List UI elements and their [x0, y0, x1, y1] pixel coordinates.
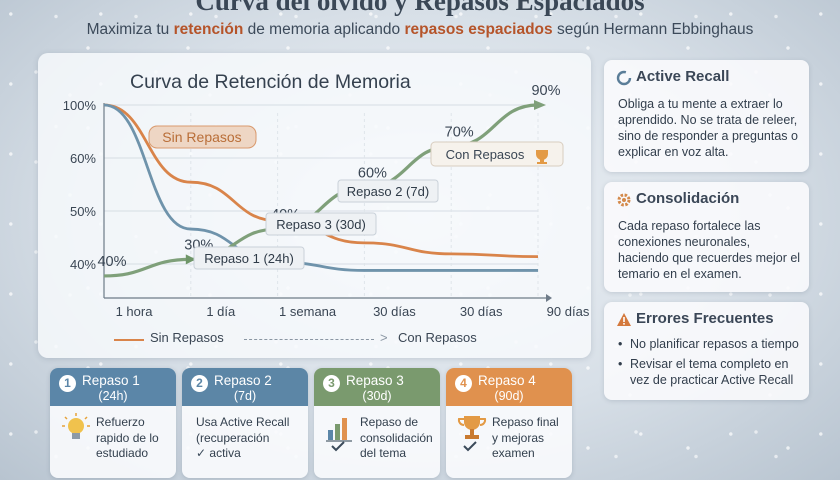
data-label: 90% [531, 83, 560, 99]
card-errores: Errores Frecuentes No planificar repasos… [604, 302, 809, 400]
data-label: 60% [358, 166, 387, 182]
errores-list: No planificar repasos a tiempo Revisar e… [618, 336, 801, 392]
step-number: 2 [191, 375, 208, 392]
annotation-box [193, 246, 305, 270]
list-item: No planificar repasos a tiempo [618, 336, 801, 352]
trophy-icon [536, 150, 548, 164]
trophy-icon [457, 416, 487, 452]
list-item: Revisar el tema completo en vez de pract… [618, 356, 801, 388]
legend-label-con: Con Repasos [398, 330, 477, 345]
page-subtitle: Maximiza tu retención de memoria aplican… [86, 21, 754, 38]
annotation-label: Repaso 1 (24h) [204, 251, 294, 266]
annotation-box [337, 179, 439, 203]
y-tick-label: 40% [70, 257, 96, 272]
y-tick-label: 100% [63, 98, 97, 113]
axis-arrow [546, 294, 552, 302]
retention-chart: 100% 60% 50% 40% 1 hora 1 día 1 semana 30 días 3… [63, 83, 590, 319]
legend-swatch-sin [114, 339, 144, 341]
step-repaso-3: 3 Repaso 3 (30d) Repaso de consolidación… [314, 368, 440, 478]
annotation-label: Repaso 3 (30d) [276, 217, 366, 232]
check-icon: ✓ [196, 446, 207, 460]
lightbulb-icon [62, 413, 90, 439]
card-body: Obliga a tu mente a extraer lo aprendido… [618, 97, 798, 159]
x-tick-label: 30 días [460, 304, 503, 319]
badge-con-repasos-label: Con Repasos [446, 147, 525, 162]
annotation-box [265, 212, 377, 236]
step-body: Usa Active Recall (recuperación ✓ activa [196, 415, 290, 460]
card-title: Active Recall [636, 68, 730, 85]
data-point [185, 254, 196, 265]
legend-label-sin: Sin Repasos [150, 330, 224, 345]
step-repaso-1: 1 Repaso 1 (24h) Refuerzo rapido de lo e… [50, 368, 176, 478]
step-detail: (24h) [98, 389, 128, 403]
data-label: 40% [97, 254, 126, 270]
gear-icon [617, 193, 631, 207]
step-label: Repaso 1 [82, 373, 140, 388]
step-number: 3 [323, 375, 340, 392]
x-tick-label: 1 semana [279, 304, 337, 319]
badge-sin-repasos [148, 125, 257, 149]
annotation-label: Repaso 2 (7d) [347, 184, 429, 199]
y-tick-label: 60% [70, 151, 96, 166]
chart-title: Curva de Retención de Memoria [130, 71, 411, 93]
step-detail: (30d) [362, 389, 392, 403]
badge-sin-repasos-label: Sin Repasos [162, 129, 241, 145]
step-body: Refuerzo rapido de lo estudiado [96, 415, 159, 460]
bar-chart-icon [326, 418, 352, 452]
step-detail: (7d) [233, 389, 257, 403]
x-tick-label: 90 días [547, 304, 590, 319]
page-title: Curva del olvido y Repasos Espaciados [195, 0, 645, 16]
card-body: Cada repaso fortalece las conexiones neu… [618, 219, 801, 281]
step-repaso-2: 2 Repaso 2 (7d) Usa Active Recall (recup… [182, 368, 308, 478]
step-body: Repaso final y mejoras examen [492, 415, 559, 460]
chart-legend: Sin Repasos > Con Repasos [114, 330, 494, 350]
step-label: Repaso 2 [214, 373, 272, 388]
recall-icon [616, 70, 632, 86]
step-number: 4 [455, 375, 472, 392]
warning-icon [617, 313, 631, 326]
step-number: 1 [59, 375, 76, 392]
step-detail: (90d) [494, 389, 524, 403]
card-active-recall: Active Recall Obliga a tu mente a extrae… [604, 60, 809, 172]
x-tick-label: 1 día [206, 304, 236, 319]
step-repaso-4: 4 Repaso 4 (90d) Repaso final y mejoras … [446, 368, 572, 478]
series-arrow [534, 100, 546, 110]
step-label: Repaso 4 [478, 373, 536, 388]
y-tick-label: 50% [70, 204, 96, 219]
retention-chart-panel: Curva de Retención de Memoria 100% 60% 50%… [38, 53, 591, 358]
card-title: Consolidación [636, 190, 740, 207]
step-body: Repaso de consolidación del tema [360, 415, 433, 460]
card-title: Errores Frecuentes [636, 310, 774, 327]
legend-divider [244, 339, 374, 340]
card-consolidacion: Consolidación Cada repaso fortalece las … [604, 182, 809, 292]
data-label: 70% [445, 124, 474, 140]
x-tick-label: 30 días [373, 304, 416, 319]
arrow-icon: > [380, 330, 388, 345]
badge-con-repasos [430, 141, 564, 167]
step-label: Repaso 3 [346, 373, 404, 388]
x-tick-label: 1 hora [116, 304, 154, 319]
